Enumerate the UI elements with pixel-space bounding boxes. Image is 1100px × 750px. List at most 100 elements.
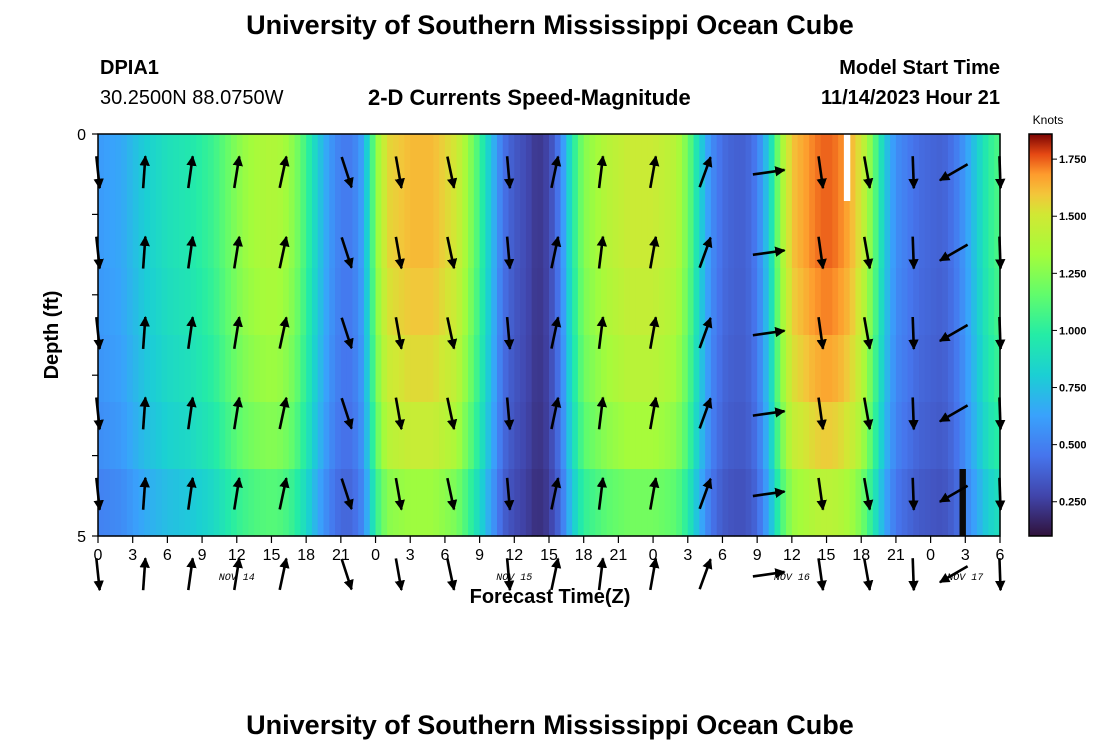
heatmap-cell <box>271 134 278 202</box>
heatmap-cell <box>560 469 567 537</box>
heatmap-cell <box>525 335 533 403</box>
heatmap-cell <box>491 402 498 470</box>
heatmap-cell <box>219 134 226 202</box>
heatmap-cell <box>890 134 897 202</box>
heatmap-cell <box>277 402 284 470</box>
heatmap-cell <box>745 469 752 537</box>
x-tick-label: 12 <box>505 547 523 564</box>
heatmap-cell <box>456 201 463 269</box>
x-tick-label: 12 <box>228 547 246 564</box>
current-vector <box>862 477 874 511</box>
heatmap-cell <box>745 134 752 202</box>
heatmap-cell <box>167 201 174 269</box>
heatmap-cell <box>971 402 978 470</box>
heatmap-cell <box>508 268 515 336</box>
current-vector <box>698 477 713 510</box>
heatmap-cell <box>491 469 498 537</box>
heatmap-cell <box>271 469 278 537</box>
heatmap-cell <box>843 402 851 470</box>
heatmap-cell <box>433 268 440 336</box>
heatmap-cell <box>971 268 978 336</box>
colorbar-tick-label: 1.750 <box>1059 154 1087 166</box>
heatmap-cell <box>629 469 637 537</box>
heatmap-cell <box>207 201 215 269</box>
heatmap-cell <box>508 201 515 269</box>
heatmap-cell <box>820 268 828 336</box>
heatmap-cell <box>566 335 573 403</box>
heatmap-cell <box>317 201 325 269</box>
heatmap-cell <box>398 134 406 202</box>
heatmap-cell <box>242 268 249 336</box>
heatmap-cell <box>161 201 168 269</box>
heatmap-cell <box>404 335 411 403</box>
heatmap-cell <box>178 469 186 537</box>
current-vector <box>649 557 660 591</box>
current-vector <box>816 236 827 270</box>
heatmap-cell <box>942 201 949 269</box>
heatmap-cell <box>774 268 781 336</box>
heatmap-cell <box>416 201 423 269</box>
current-vector <box>446 317 458 350</box>
heatmap-cell <box>144 402 151 470</box>
heatmap-cell <box>138 402 145 470</box>
current-vector <box>340 397 354 430</box>
current-vector <box>503 316 515 350</box>
heatmap-cell <box>300 201 307 269</box>
heatmap-cell <box>901 335 909 403</box>
heatmap-cell <box>508 134 515 202</box>
heatmap-cell <box>496 268 504 336</box>
heatmap-cell <box>387 402 394 470</box>
heatmap-cell <box>196 469 203 537</box>
heatmap-cell <box>219 402 226 470</box>
heatmap-cell <box>676 402 683 470</box>
heatmap-cell <box>739 469 747 537</box>
heatmap-cell <box>693 402 700 470</box>
heatmap-cell <box>525 134 533 202</box>
heatmap-cell <box>335 201 342 269</box>
heatmap-cell <box>878 469 885 537</box>
current-vector <box>649 155 660 189</box>
x-tick-label: 6 <box>718 547 727 564</box>
current-vector <box>908 156 919 190</box>
current-vector <box>938 323 969 343</box>
heatmap-cell <box>543 268 550 336</box>
current-vector <box>596 476 608 510</box>
heatmap-cell <box>259 469 267 537</box>
heatmap-cell <box>676 201 683 269</box>
heatmap-cell-special <box>843 134 851 201</box>
heatmap-cell <box>982 134 990 202</box>
heatmap-cell <box>537 469 544 537</box>
day-label: NOV 15 <box>496 573 532 584</box>
current-vector <box>446 558 458 591</box>
heatmap-cell <box>924 201 932 269</box>
heatmap-cell <box>230 268 238 336</box>
heatmap-cell <box>271 268 278 336</box>
heatmap-cell <box>456 335 463 403</box>
heatmap-cell <box>867 201 874 269</box>
heatmap-cell <box>294 134 301 202</box>
heatmap-cell <box>838 469 845 537</box>
current-vector <box>446 236 458 270</box>
heatmap-cell <box>439 402 446 470</box>
heatmap-cell <box>895 402 903 470</box>
x-tick-label: 15 <box>263 547 281 564</box>
heatmap-cell <box>976 469 984 537</box>
y-tick-label: 5 <box>77 529 86 546</box>
heatmap-cell <box>855 335 862 403</box>
heatmap-cell <box>595 469 602 537</box>
heatmap-cell <box>786 268 793 336</box>
heatmap-cell <box>601 335 608 403</box>
heatmap-cell <box>283 335 290 403</box>
heatmap-cell <box>976 402 984 470</box>
heatmap-cell <box>589 201 596 269</box>
heatmap-cell <box>577 201 585 269</box>
heatmap-cell <box>132 134 140 202</box>
heatmap-cell <box>554 335 562 403</box>
heatmap-cell <box>768 402 776 470</box>
heatmap-cell <box>797 469 805 537</box>
heatmap-cell <box>872 201 880 269</box>
heatmap-cell <box>988 402 995 470</box>
heatmap-cell <box>670 268 677 336</box>
heatmap-cell <box>722 268 729 336</box>
heatmap-cell <box>658 469 666 537</box>
